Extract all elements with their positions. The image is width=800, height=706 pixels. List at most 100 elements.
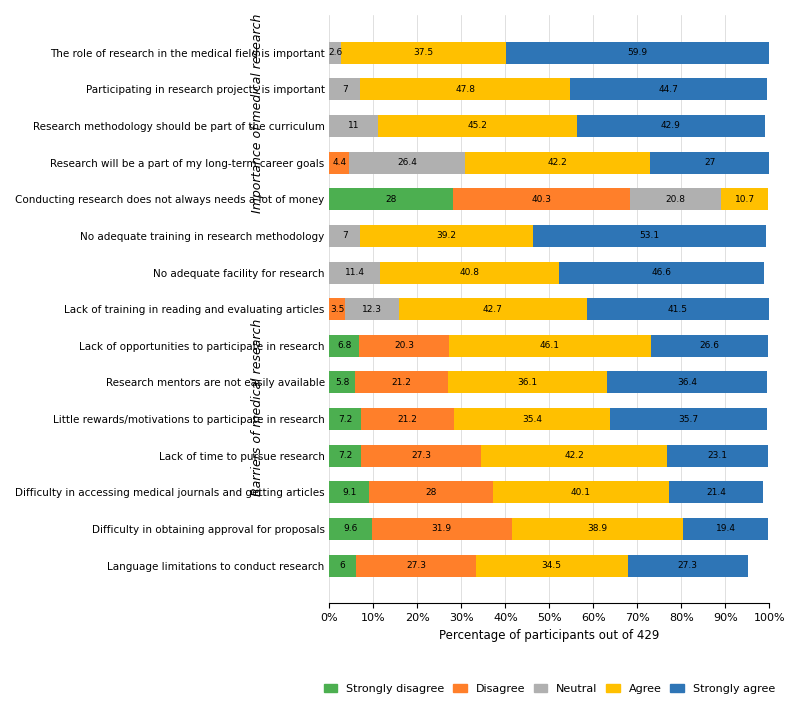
Text: 28: 28 [426,488,437,497]
Bar [360,78,570,100]
Bar [533,225,766,247]
Text: 7: 7 [342,85,348,94]
Text: 9.1: 9.1 [342,488,357,497]
Text: 12.3: 12.3 [362,305,382,313]
Text: 3.5: 3.5 [330,305,344,313]
Text: 40.3: 40.3 [531,195,551,204]
Bar [330,371,355,393]
Bar [650,152,769,174]
Bar [360,225,533,247]
Text: 46.1: 46.1 [540,341,560,350]
Bar [448,371,607,393]
Text: 47.8: 47.8 [455,85,475,94]
Bar [630,189,722,210]
Text: 27.3: 27.3 [406,561,426,570]
Text: 38.9: 38.9 [587,525,607,534]
Text: 21.2: 21.2 [398,414,418,424]
Text: 42.2: 42.2 [564,451,584,460]
Text: 40.8: 40.8 [459,268,479,277]
Text: 53.1: 53.1 [639,232,659,240]
Text: 28: 28 [386,195,397,204]
Text: 42.2: 42.2 [548,158,567,167]
Text: 36.1: 36.1 [518,378,538,387]
Bar [330,225,360,247]
Bar [628,555,748,577]
Bar [378,115,577,137]
Bar [559,261,764,284]
Bar [380,261,559,284]
Bar [577,115,766,137]
Bar [330,78,360,100]
Text: 10.7: 10.7 [734,195,755,204]
Bar [570,78,767,100]
Bar [330,261,380,284]
Bar [341,42,506,64]
Bar [330,152,349,174]
Text: 27: 27 [704,158,715,167]
Text: 4.4: 4.4 [332,158,346,167]
Text: 37.5: 37.5 [414,48,434,57]
Bar [666,445,768,467]
Text: 40.1: 40.1 [570,488,590,497]
Bar [330,555,356,577]
Text: 36.4: 36.4 [677,378,697,387]
Bar [349,152,465,174]
Bar [356,555,476,577]
Text: 20.8: 20.8 [666,195,686,204]
Text: 27.3: 27.3 [678,561,698,570]
X-axis label: Percentage of participants out of 429: Percentage of participants out of 429 [439,628,659,642]
Bar [449,335,651,357]
Bar [372,518,512,540]
Text: 44.7: 44.7 [658,85,678,94]
Bar [493,481,669,503]
Text: 41.5: 41.5 [668,305,688,313]
Text: 31.9: 31.9 [432,525,452,534]
Bar [399,298,586,320]
Text: 11: 11 [348,121,359,131]
Text: 35.7: 35.7 [678,414,698,424]
Bar [607,371,767,393]
Bar [476,555,628,577]
Bar [512,518,683,540]
Text: 39.2: 39.2 [437,232,457,240]
Bar [359,335,449,357]
Bar [453,189,630,210]
Text: 45.2: 45.2 [467,121,487,131]
Text: 35.4: 35.4 [522,414,542,424]
Text: 7: 7 [342,232,348,240]
Bar [345,298,399,320]
Bar [669,481,763,503]
Text: 9.6: 9.6 [343,525,358,534]
Text: 2.6: 2.6 [328,48,342,57]
Text: 23.1: 23.1 [707,451,727,460]
Bar [722,189,768,210]
Text: Importance of medical research: Importance of medical research [251,13,264,213]
Bar [586,298,769,320]
Text: 7.2: 7.2 [338,451,353,460]
Bar [481,445,666,467]
Text: 21.4: 21.4 [706,488,726,497]
Text: 42.7: 42.7 [483,305,502,313]
Bar [330,481,370,503]
Text: 59.9: 59.9 [627,48,647,57]
Text: Barriers of medical research: Barriers of medical research [251,318,264,496]
Bar [330,335,359,357]
Bar [330,445,361,467]
Bar [506,42,769,64]
Text: 5.8: 5.8 [335,378,350,387]
Bar [330,42,341,64]
Text: 26.4: 26.4 [397,158,417,167]
Bar [330,115,378,137]
Bar [370,481,493,503]
Text: 19.4: 19.4 [716,525,736,534]
Text: 20.3: 20.3 [394,341,414,350]
Text: 42.9: 42.9 [661,121,681,131]
Text: 21.2: 21.2 [392,378,411,387]
Text: 11.4: 11.4 [345,268,365,277]
Text: 6.8: 6.8 [338,341,352,350]
Text: 27.3: 27.3 [411,451,431,460]
Bar [683,518,768,540]
Text: 6: 6 [340,561,346,570]
Bar [361,445,481,467]
Bar [651,335,768,357]
